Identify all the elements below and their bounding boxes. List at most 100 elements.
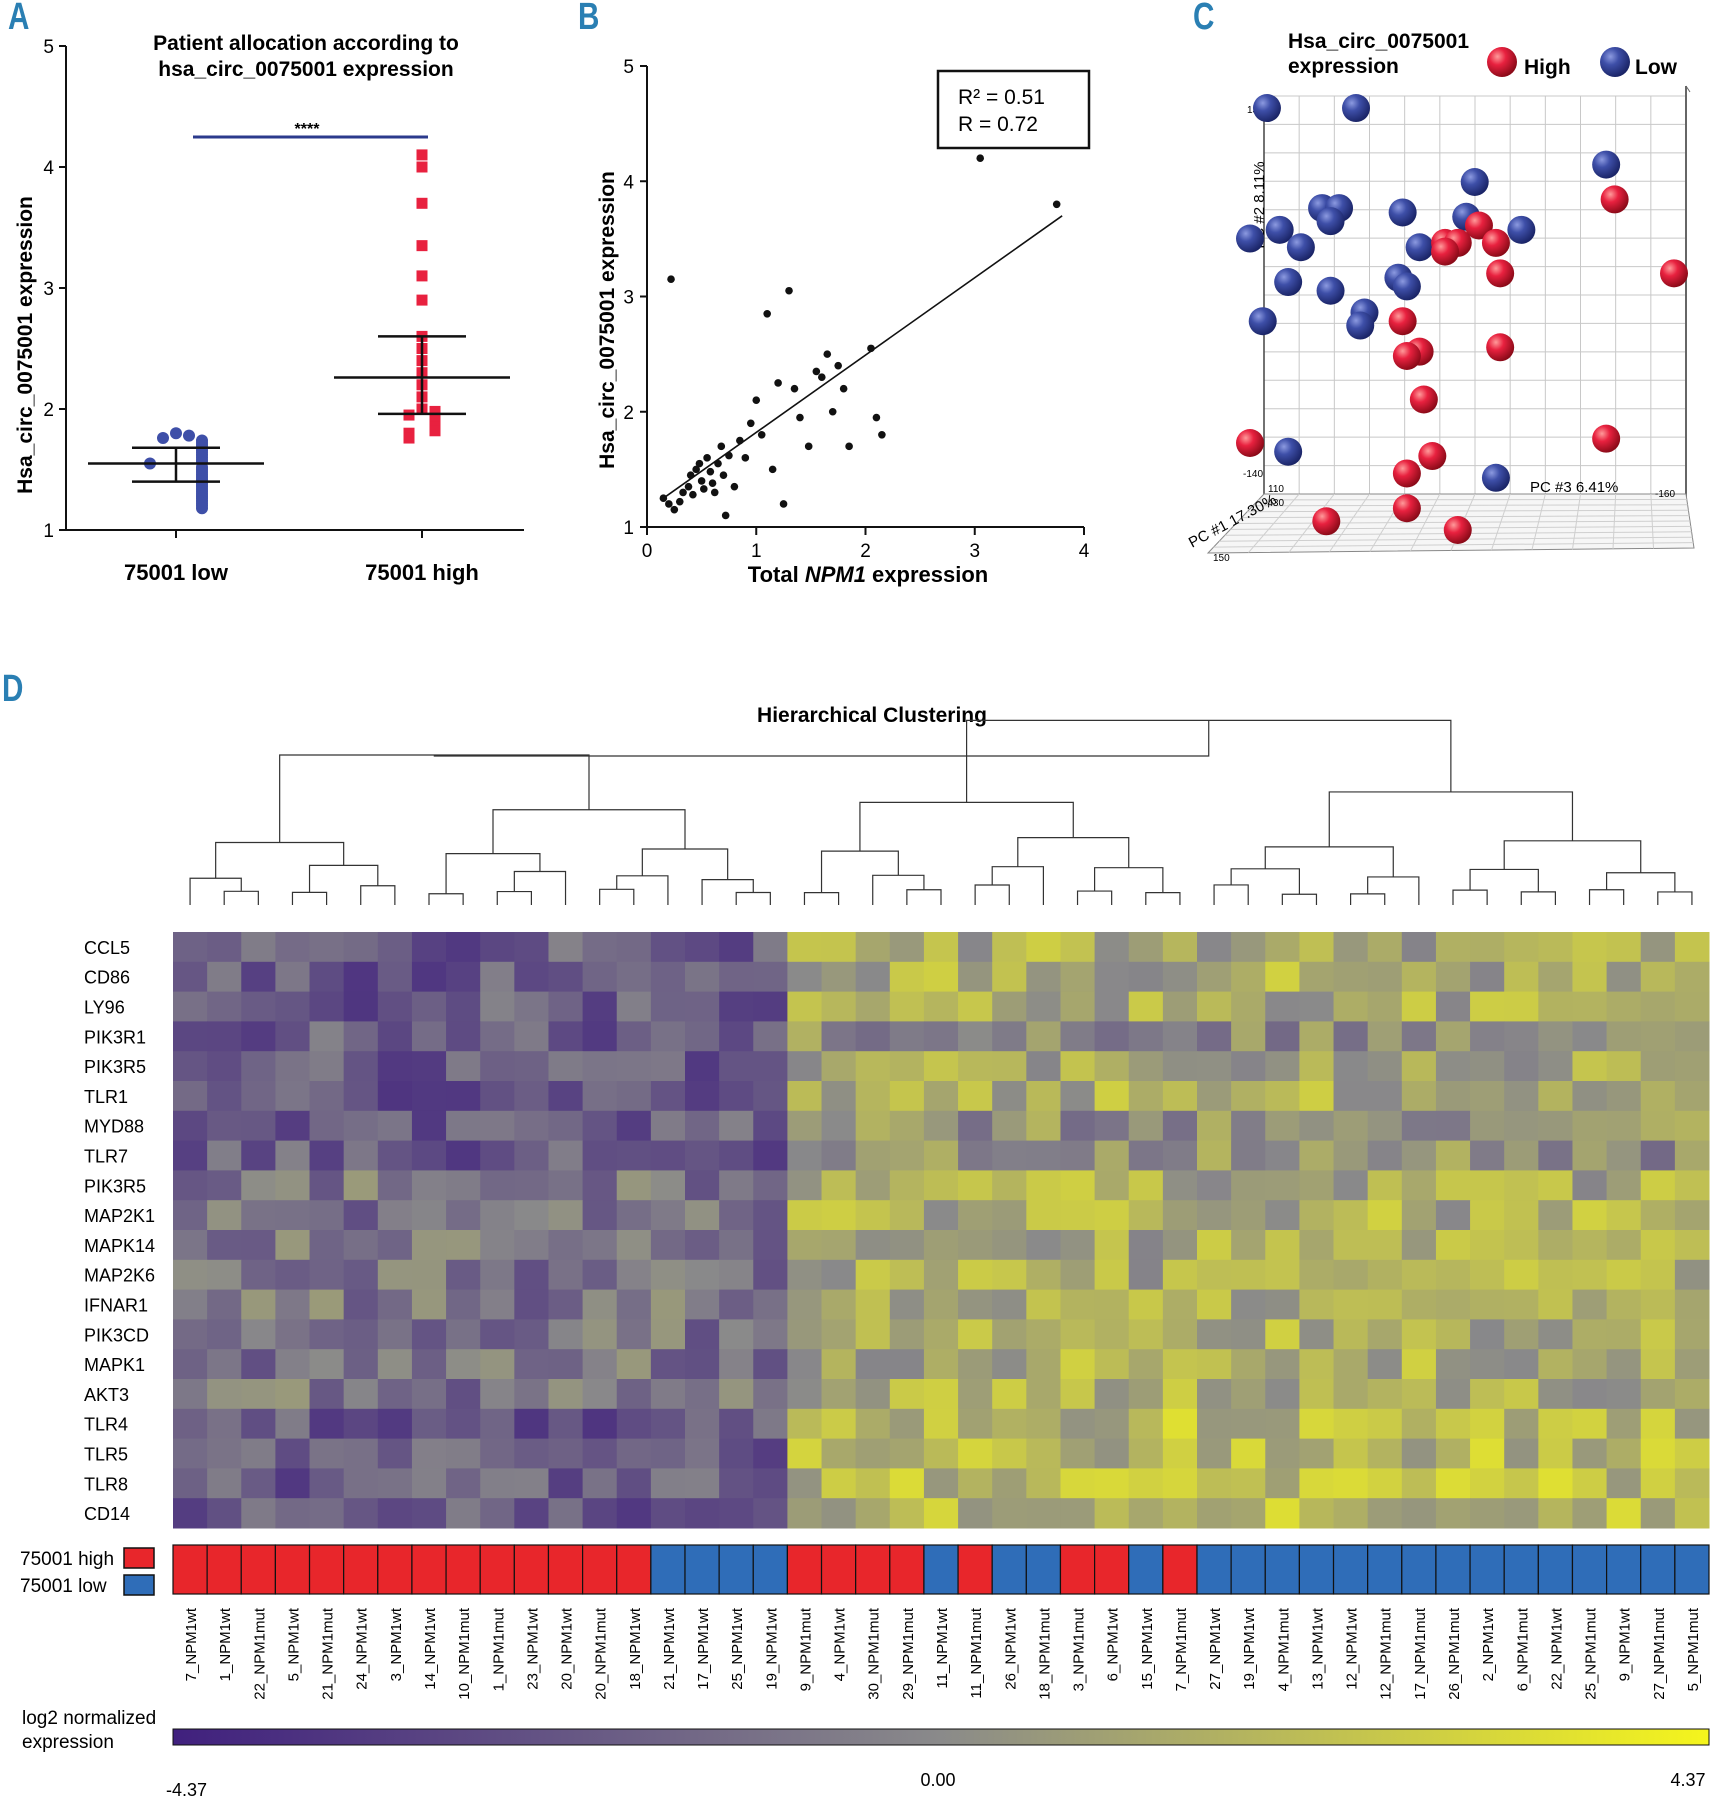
panel-d-group-cell-high xyxy=(308,1544,345,1595)
panel-d-heatmap-cell xyxy=(685,1021,720,1052)
panel-d-heatmap-cell xyxy=(1572,1319,1608,1350)
panel-d-heatmap-cell xyxy=(480,1110,515,1142)
panel-c-point-high xyxy=(1443,228,1472,257)
panel-d-heatmap-cell xyxy=(821,1379,857,1410)
panel-d-heatmap-cell xyxy=(1367,1468,1403,1499)
panel-d-heatmap-cell xyxy=(241,1438,276,1469)
panel-d-heatmap-cell xyxy=(787,1379,823,1410)
panel-d-heatmap-cell xyxy=(548,1170,584,1201)
panel-c-point-high xyxy=(1236,429,1264,457)
panel-d-heatmap-cell xyxy=(1128,1289,1164,1320)
panel-d-heatmap-cell xyxy=(992,1110,1027,1142)
panel-d-heatmap-cell xyxy=(787,1081,823,1112)
panel-d-heatmap-cell xyxy=(958,1200,993,1231)
panel-d-heatmap-cell xyxy=(1367,1498,1403,1529)
panel-d-heatmap-cell xyxy=(1299,1289,1335,1320)
panel-d-heatmap-cell xyxy=(821,1110,857,1142)
panel-b-point xyxy=(684,482,693,491)
panel-d-heatmap-cell xyxy=(173,1259,208,1291)
panel-d-heatmap-cell xyxy=(173,1110,208,1142)
panel-d-heatmap-cell xyxy=(377,1379,413,1410)
panel-d-heatmap-cell xyxy=(616,1230,652,1261)
panel-d-heatmap-cell xyxy=(1094,1021,1130,1052)
panel-d-heatmap-cell xyxy=(1504,1259,1539,1291)
panel-d-heatmap-cell xyxy=(582,1319,618,1350)
panel-d-heatmap-cell xyxy=(1435,1438,1471,1469)
panel-d-heatmap-cell xyxy=(1572,1259,1608,1291)
panel-d-group-cell-high xyxy=(411,1544,447,1595)
panel-d-heatmap-cell xyxy=(1026,1379,1061,1410)
panel-d-heatmap-cell xyxy=(1572,1289,1608,1320)
panel-d-heatmap-cell xyxy=(821,1081,857,1112)
panel-d-heatmap-cell xyxy=(480,1081,515,1112)
panel-a-ytick-label: 2 xyxy=(43,400,54,421)
panel-d-heatmap-cell xyxy=(1299,1379,1335,1410)
panel-d-heatmap-cell xyxy=(480,1438,515,1469)
panel-b-point xyxy=(679,488,687,497)
panel-d-heatmap-cell xyxy=(958,1289,993,1320)
panel-a-point-low xyxy=(170,427,182,440)
panel-b-ytick-label: 4 xyxy=(623,172,634,193)
panel-d-sample-label: 13_NPM1wt xyxy=(1309,1607,1326,1690)
panel-d-legend-low-swatch xyxy=(123,1574,155,1596)
panel-d-heatmap-cell xyxy=(480,1259,515,1291)
panel-d-heatmap-cell xyxy=(821,1259,857,1291)
panel-d-heatmap-cell xyxy=(1060,1200,1096,1231)
panel-d-heatmap-cell xyxy=(343,1110,379,1142)
panel-d-heatmap-cell xyxy=(650,1498,686,1529)
panel-d-heatmap-cell xyxy=(1674,1438,1710,1469)
panel-c-point-high xyxy=(1392,459,1421,488)
panel-d-heatmap-cell xyxy=(1674,991,1710,1022)
panel-d-heatmap-cell xyxy=(1265,961,1300,993)
panel-d-heatmap-cell xyxy=(1162,1230,1198,1261)
panel-d-heatmap-cell xyxy=(992,1379,1027,1410)
panel-d-heatmap-cell xyxy=(1265,1259,1300,1291)
panel-d-sample-label: 22_NPM1wt xyxy=(1548,1607,1565,1690)
panel-c-point-low xyxy=(1342,94,1370,123)
panel-d-heatmap-cell xyxy=(582,1408,618,1440)
panel-d-heatmap-cell xyxy=(685,1140,720,1171)
panel-d-heatmap-cell xyxy=(616,1379,652,1410)
panel-d-heatmap-cell xyxy=(1640,1498,1676,1529)
panel-d-heatmap-cell xyxy=(719,1349,754,1380)
panel-d-heatmap-cell xyxy=(480,932,515,963)
panel-d-heatmap-cell xyxy=(241,1498,276,1529)
panel-d-heatmap-cell xyxy=(480,1468,515,1499)
panel-d-heatmap-cell xyxy=(173,1081,208,1112)
panel-d-heatmap-cell xyxy=(1435,1230,1471,1261)
panel-d-group-cell-low xyxy=(752,1544,788,1595)
panel-d-heatmap-cell xyxy=(1128,1021,1164,1052)
panel-d-sample-label: 26_NPM1wt xyxy=(1002,1607,1019,1690)
panel-b-point xyxy=(717,442,726,451)
panel-d-heatmap-cell xyxy=(514,991,549,1022)
panel-d-heatmap-cell xyxy=(1026,1259,1061,1291)
panel-b-point xyxy=(708,479,717,488)
panel-d-heatmap-cell xyxy=(1538,1021,1573,1052)
panel-d-heatmap-cell xyxy=(958,1319,993,1350)
panel-d-heatmap-cell xyxy=(719,1110,754,1142)
panel-a-point-low xyxy=(157,432,169,445)
panel-d-heatmap-cell xyxy=(377,991,413,1022)
panel-d-heatmap-cell xyxy=(992,961,1027,993)
panel-d-group-cell-high xyxy=(206,1544,242,1595)
panel-d-heatmap-cell xyxy=(1197,932,1232,963)
panel-d-heatmap-cell xyxy=(1640,1379,1676,1410)
panel-d-heatmap-cell xyxy=(1333,1289,1369,1320)
panel-d-heatmap-cell xyxy=(1333,1438,1369,1469)
panel-d-heatmap-cell xyxy=(753,1259,788,1291)
panel-d-heatmap-cell xyxy=(343,991,379,1022)
panel-d-heatmap-cell xyxy=(548,1468,584,1499)
panel-b-point xyxy=(689,490,697,499)
panel-d-heatmap-cell xyxy=(411,932,447,963)
panel-d-heatmap-cell xyxy=(309,1349,345,1380)
panel-b-point xyxy=(752,396,761,405)
panel-d-sample-label: 10_NPM1mut xyxy=(456,1607,473,1700)
panel-d-heatmap-cell xyxy=(1674,1408,1710,1440)
panel-b-point xyxy=(818,373,826,381)
panel-a-point-low xyxy=(196,446,208,459)
panel-d-sample-label: 19_NPM1wt xyxy=(1241,1607,1258,1690)
panel-d-sample-label: 1_NPM1mut xyxy=(490,1607,507,1691)
panel-d-heatmap-cell xyxy=(753,1051,788,1082)
panel-d-heatmap-cell xyxy=(1640,1110,1676,1142)
